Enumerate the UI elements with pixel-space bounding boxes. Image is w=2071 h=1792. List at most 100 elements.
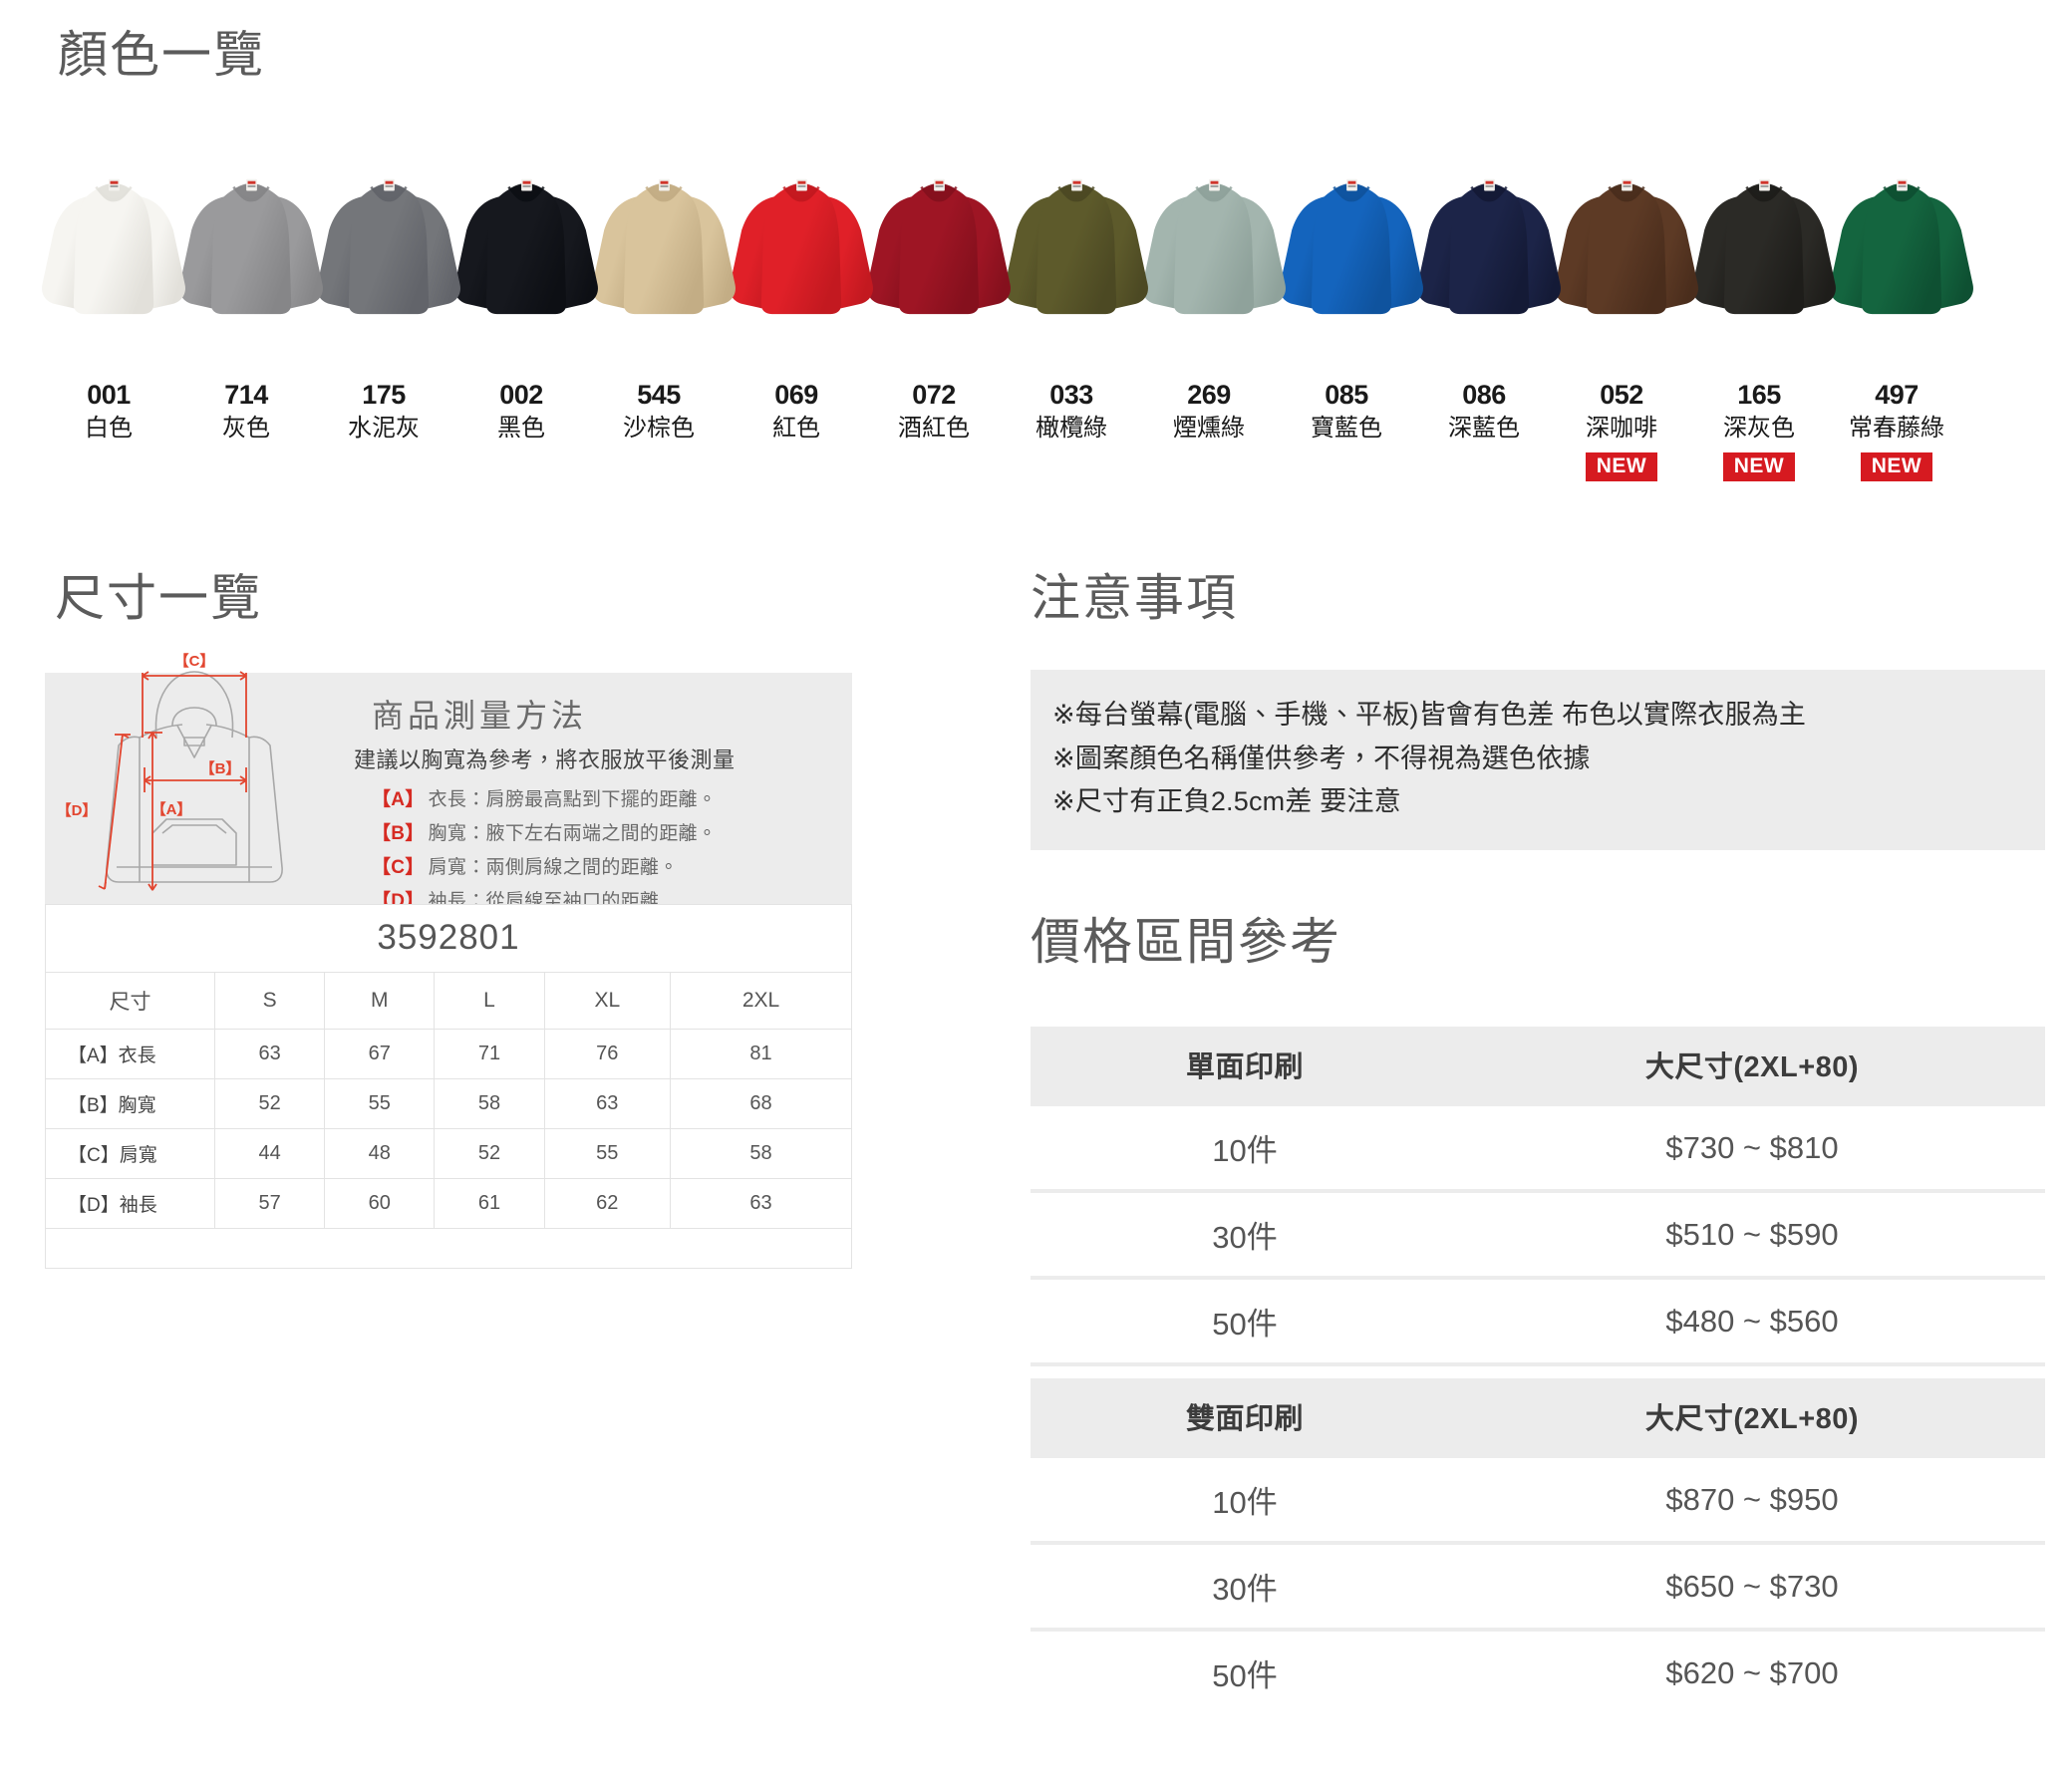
size-cell-3-0: 57 [213,1178,326,1229]
color-swatch-069[interactable] [728,167,875,319]
color-code: 052 [1600,380,1643,410]
measure-item-text: 胸寬：腋下左右兩端之間的距離。 [428,823,718,844]
color-swatch-085[interactable] [1278,167,1425,319]
size-cell-1-0: 52 [213,1078,326,1129]
color-name: 橄欖綠 [1036,414,1107,442]
price-row: 50件 $480 ~ $560 [1031,1276,2045,1364]
size-table-header-row: 尺寸 S M L XL 2XL [45,972,852,1030]
color-name: 深灰色 [1723,414,1795,442]
size-section-title: 尺寸一覽 [55,570,262,626]
color-name: 灰色 [222,414,270,442]
color-name: 黑色 [497,414,545,442]
diagram-mark-d: 【D】 [57,801,98,819]
color-swatch-165[interactable] [1690,167,1838,319]
color-code: 269 [1187,380,1231,410]
color-code: 002 [499,380,543,410]
price-qty: 30件 [1031,1189,1459,1278]
price-header-left: 單面印刷 [1031,1027,1459,1104]
color-swatch-086[interactable] [1415,167,1563,319]
color-label-001: 001白色NEW [40,379,177,481]
color-swatch-714[interactable] [177,167,325,319]
color-name: 常春藤綠 [1849,414,1944,442]
price-range: $730 ~ $810 [1459,1102,2045,1191]
price-row: 50件 $620 ~ $700 [1031,1628,2045,1714]
size-cell-3-2: 61 [434,1178,545,1229]
price-range: $510 ~ $590 [1459,1189,2045,1278]
color-label-row: 001白色NEW714灰色NEW175水泥灰NEW002黑色NEW545沙棕色N… [40,379,2033,482]
size-cell-0-0: 63 [213,1029,326,1079]
measure-method-box: 【C】 【B】 【A】 【D】 商品測量方法 建議以胸寬為參考，將衣服放平後測量… [45,652,852,912]
color-name: 白色 [85,414,133,442]
color-swatch-269[interactable] [1140,167,1288,319]
color-label-072: 072酒紅色NEW [865,379,1003,481]
measure-item-tag: 【B】 [372,823,425,844]
color-code: 175 [362,380,406,410]
color-swatch-001[interactable] [40,167,187,319]
price-header-right: 大尺寸(2XL+80) [1459,1027,2045,1104]
size-cell-3-3: 62 [543,1178,672,1229]
price-header-right: 大尺寸(2XL+80) [1459,1378,2045,1456]
size-measurement-table: 3592801 尺寸 S M L XL 2XL 【A】衣長 63 67 71 76 81 【B】胸寬 5… [45,904,852,1269]
measure-subtitle: 建議以胸寬為參考，將衣服放平後測量 [354,747,736,772]
price-qty: 50件 [1031,1628,1459,1714]
color-swatch-033[interactable] [1003,167,1150,319]
size-cell-1-3: 63 [543,1078,672,1129]
table-row: 【D】袖長 57 60 61 62 63 [45,1178,852,1229]
color-label-033: 033橄欖綠NEW [1003,379,1140,481]
price-section-title: 價格區間參考 [1031,914,1341,970]
price-range: $620 ~ $700 [1459,1628,2045,1714]
price-row: 10件 $870 ~ $950 [1031,1454,2045,1543]
size-cell-0-3: 76 [543,1029,672,1079]
size-row-label: 【D】袖長 [45,1178,215,1229]
measure-method-text: 商品測量方法 建議以胸寬為參考，將衣服放平後測量 【A】 衣長：肩膀最高點到下擺的… [344,673,852,912]
color-swatch-002[interactable] [452,167,600,319]
color-name: 紅色 [772,414,820,442]
color-code: 714 [224,380,268,410]
color-label-002: 002黑色NEW [452,379,590,481]
diagram-mark-c: 【C】 [174,652,215,670]
color-label-085: 085寶藍色NEW [1278,379,1415,481]
size-col-2XL: 2XL [670,972,852,1030]
model-number: 3592801 [45,904,852,973]
color-code: 072 [912,380,956,410]
color-swatch-row [40,159,2033,319]
measure-item-tag: 【C】 [372,857,425,878]
size-row-label: 【B】胸寬 [45,1078,215,1129]
size-col-M: M [324,972,436,1030]
color-swatch-497[interactable] [1828,167,1975,319]
color-label-086: 086深藍色NEW [1415,379,1553,481]
notice-box: ※每台螢幕(電腦、手機、平板)皆會有色差 布色以實際衣服為主 ※圖案顏色名稱僅供參… [1031,670,2045,851]
size-cell-0-4: 81 [670,1029,852,1079]
size-row-label: 【A】衣長 [45,1029,215,1079]
color-swatch-072[interactable] [865,167,1013,319]
size-cell-2-0: 44 [213,1128,326,1179]
measure-item-text: 肩寬：兩側肩線之間的距離。 [428,857,679,878]
color-swatch-545[interactable] [590,167,738,319]
measure-item-tag: 【A】 [372,789,425,810]
color-code: 165 [1737,380,1781,410]
color-code: 085 [1325,380,1368,410]
measure-heading: 商品測量方法 [372,698,588,734]
color-label-175: 175水泥灰NEW [315,379,452,481]
color-swatch-175[interactable] [315,167,462,319]
size-table-footer-spacer [45,1228,852,1269]
size-cell-1-2: 58 [434,1078,545,1129]
notice-line-2: ※圖案顏色名稱僅供參考，不得視為選色依據 [1052,743,1591,773]
price-group-header-1: 單面印刷 大尺寸(2XL+80) [1031,1027,2045,1104]
price-reference-table: 單面印刷 大尺寸(2XL+80) 10件 $730 ~ $810 30件 $510 ~ $… [1031,1027,2045,1714]
color-label-069: 069紅色NEW [728,379,865,481]
price-range: $480 ~ $560 [1459,1276,2045,1364]
color-swatch-052[interactable] [1553,167,1700,319]
color-code: 545 [637,380,681,410]
color-code: 001 [87,380,131,410]
new-badge: NEW [1585,452,1658,482]
notice-line-3: ※尺寸有正負2.5cm差 要注意 [1052,786,1401,817]
price-row: 30件 $510 ~ $590 [1031,1189,2045,1278]
color-code: 086 [1462,380,1506,410]
color-code: 033 [1049,380,1093,410]
hoodie-measure-diagram: 【C】 【B】 【A】 【D】 [45,652,344,904]
table-row: 【A】衣長 63 67 71 76 81 [45,1029,852,1079]
color-name: 寶藍色 [1311,414,1382,442]
color-label-497: 497 常春藤綠 NEW [1828,379,1965,482]
diagram-mark-b: 【B】 [200,759,241,777]
